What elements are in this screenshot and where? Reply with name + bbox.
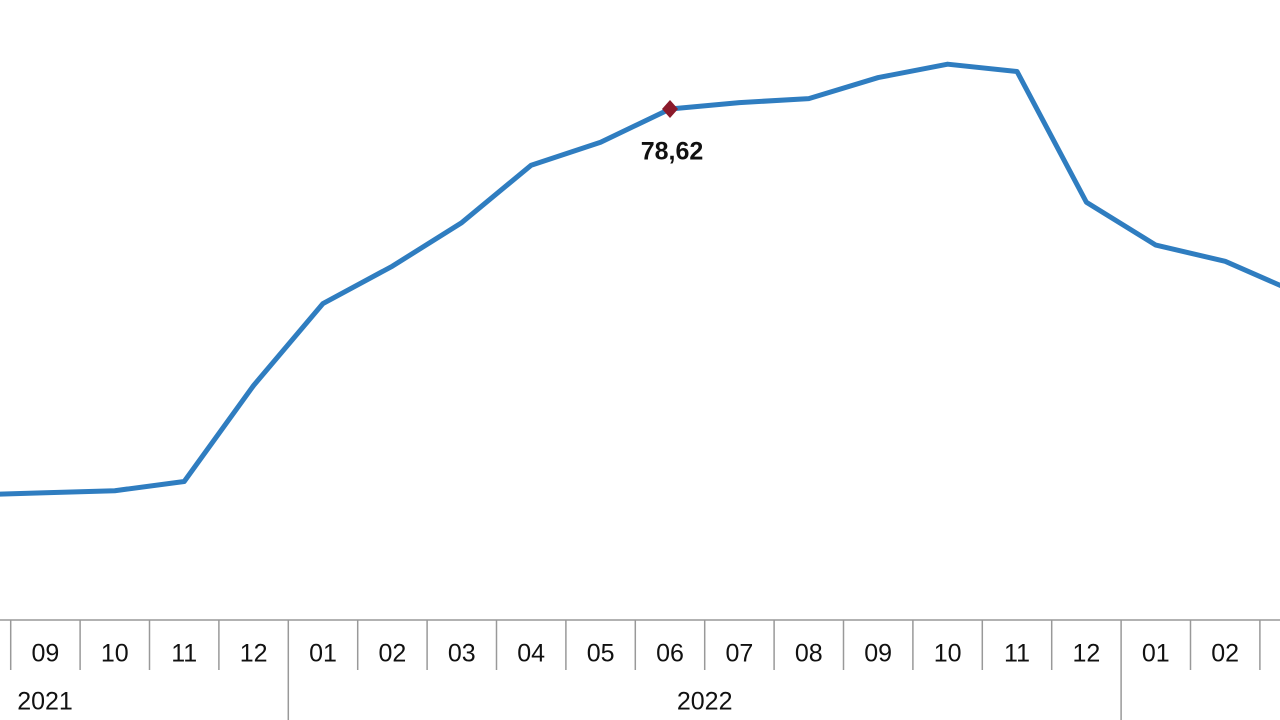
x-tick-label: 09 xyxy=(31,640,59,668)
x-tick-label: 05 xyxy=(587,640,615,668)
x-tick-label: 12 xyxy=(1072,640,1100,668)
x-tick-label: 08 xyxy=(795,640,823,668)
x-tick-label: 02 xyxy=(1211,640,1239,668)
x-tick-label: 04 xyxy=(517,640,545,668)
x-tick-label: 10 xyxy=(101,640,129,668)
x-tick-label: 03 xyxy=(448,640,476,668)
x-tick-label: 11 xyxy=(171,640,197,668)
x-tick-label: 12 xyxy=(240,640,268,668)
x-tick-label: 02 xyxy=(378,640,406,668)
x-tick-label: 01 xyxy=(309,640,337,668)
x-tick-label: 06 xyxy=(656,640,684,668)
value-label: 78,62 xyxy=(641,138,704,166)
x-tick-label: 11 xyxy=(1004,640,1030,668)
year-label: 2021 xyxy=(17,688,73,716)
x-tick-label: 09 xyxy=(864,640,892,668)
x-tick-label: 07 xyxy=(725,640,753,668)
x-tick-label: 01 xyxy=(1142,640,1170,668)
marker xyxy=(662,99,678,118)
year-label: 2022 xyxy=(677,688,733,716)
line xyxy=(0,61,1280,497)
x-tick-label: 10 xyxy=(934,640,962,668)
